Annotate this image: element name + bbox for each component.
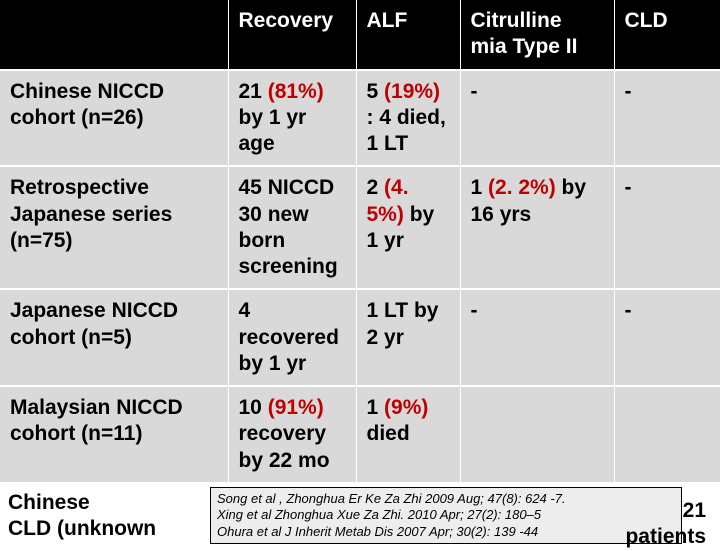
text: 10 — [239, 396, 268, 419]
study-cell: Malaysian NICCD cohort (n=11) — [0, 386, 228, 482]
header-cld: CLD — [614, 0, 720, 70]
table-row: Retrospective Japanese series (n=75) 45 … — [0, 166, 720, 289]
citation-line: Song et al , Zhonghua Er Ke Za Zhi 2009 … — [217, 491, 675, 507]
header-citrulline: Citrulline mia Type II — [460, 0, 614, 70]
text: 21 — [239, 80, 268, 103]
recovery-cell: 4 recovered by 1 yr — [228, 289, 356, 386]
citation-line: Xing et al Zhonghua Xue Za Zhi. 2010 Apr… — [217, 507, 675, 523]
header-recovery: Recovery — [228, 0, 356, 70]
header-row: Recovery ALF Citrulline mia Type II CLD — [0, 0, 720, 70]
cld-cell: - — [614, 70, 720, 167]
study-cell: Chinese NICCD cohort (n=26) — [0, 70, 228, 167]
pct: (19%) — [384, 80, 440, 103]
bottom-right-text: 21 patients — [625, 498, 706, 551]
text: 5 — [367, 80, 385, 103]
text-line: CLD (unknown — [8, 516, 156, 542]
text: 1 — [471, 176, 489, 199]
text: 2 — [367, 176, 385, 199]
table-row: Malaysian NICCD cohort (n=11) 10 (91%) r… — [0, 386, 720, 482]
text: died — [367, 422, 410, 445]
table-row: Japanese NICCD cohort (n=5) 4 recovered … — [0, 289, 720, 386]
text: 1 — [367, 396, 385, 419]
cit-cell: - — [460, 70, 614, 167]
pct: (9%) — [384, 396, 428, 419]
text: : 4 died, 1 LT — [367, 106, 446, 155]
citation-line: Ohura et al J Inherit Metab Dis 2007 Apr… — [217, 524, 675, 540]
text-line: patients — [625, 524, 706, 550]
text: by 1 yr age — [239, 106, 307, 155]
table-container: Recovery ALF Citrulline mia Type II CLD … — [0, 0, 720, 482]
alf-cell: 1 (9%) died — [356, 386, 460, 482]
text: recovery by 22 mo — [239, 422, 330, 471]
cld-cell: - — [614, 166, 720, 289]
pct: (2. 2%) — [488, 176, 556, 199]
cit-cell: 1 (2. 2%) by 16 yrs — [460, 166, 614, 289]
text-line: Chinese — [8, 490, 156, 516]
alf-cell: 1 LT by 2 yr — [356, 289, 460, 386]
cld-cell: - — [614, 289, 720, 386]
cit-cell: - — [460, 289, 614, 386]
recovery-cell: 45 NICCD 30 new born screening — [228, 166, 356, 289]
citations-box: Song et al , Zhonghua Er Ke Za Zhi 2009 … — [210, 487, 682, 544]
pct: (91%) — [268, 396, 324, 419]
cld-cell — [614, 386, 720, 482]
cit-cell — [460, 386, 614, 482]
recovery-cell: 10 (91%) recovery by 22 mo — [228, 386, 356, 482]
alf-cell: 2 (4. 5%) by 1 yr — [356, 166, 460, 289]
table-row: Chinese NICCD cohort (n=26) 21 (81%) by … — [0, 70, 720, 167]
niccd-table: Recovery ALF Citrulline mia Type II CLD … — [0, 0, 720, 482]
text-line: 21 — [625, 498, 706, 524]
study-cell: Japanese NICCD cohort (n=5) — [0, 289, 228, 386]
header-alf: ALF — [356, 0, 460, 70]
text: 45 NICCD 30 new born screening — [239, 176, 338, 278]
header-empty — [0, 0, 228, 70]
study-cell: Retrospective Japanese series (n=75) — [0, 166, 228, 289]
bottom-left-text: Chinese CLD (unknown — [8, 490, 156, 543]
recovery-cell: 21 (81%) by 1 yr age — [228, 70, 356, 167]
pct: (81%) — [268, 80, 324, 103]
alf-cell: 5 (19%) : 4 died, 1 LT — [356, 70, 460, 167]
